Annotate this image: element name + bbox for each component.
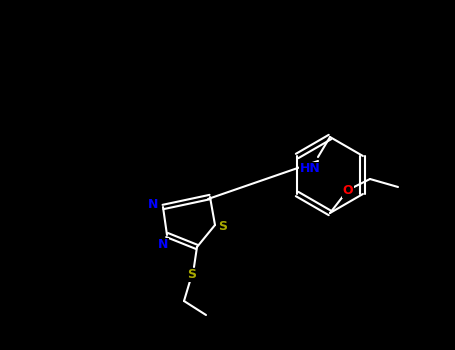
Text: N: N bbox=[158, 238, 168, 252]
Text: HN: HN bbox=[300, 162, 320, 175]
Text: O: O bbox=[343, 184, 354, 197]
Text: N: N bbox=[148, 198, 158, 211]
Text: S: S bbox=[187, 268, 197, 281]
Text: S: S bbox=[218, 220, 228, 233]
